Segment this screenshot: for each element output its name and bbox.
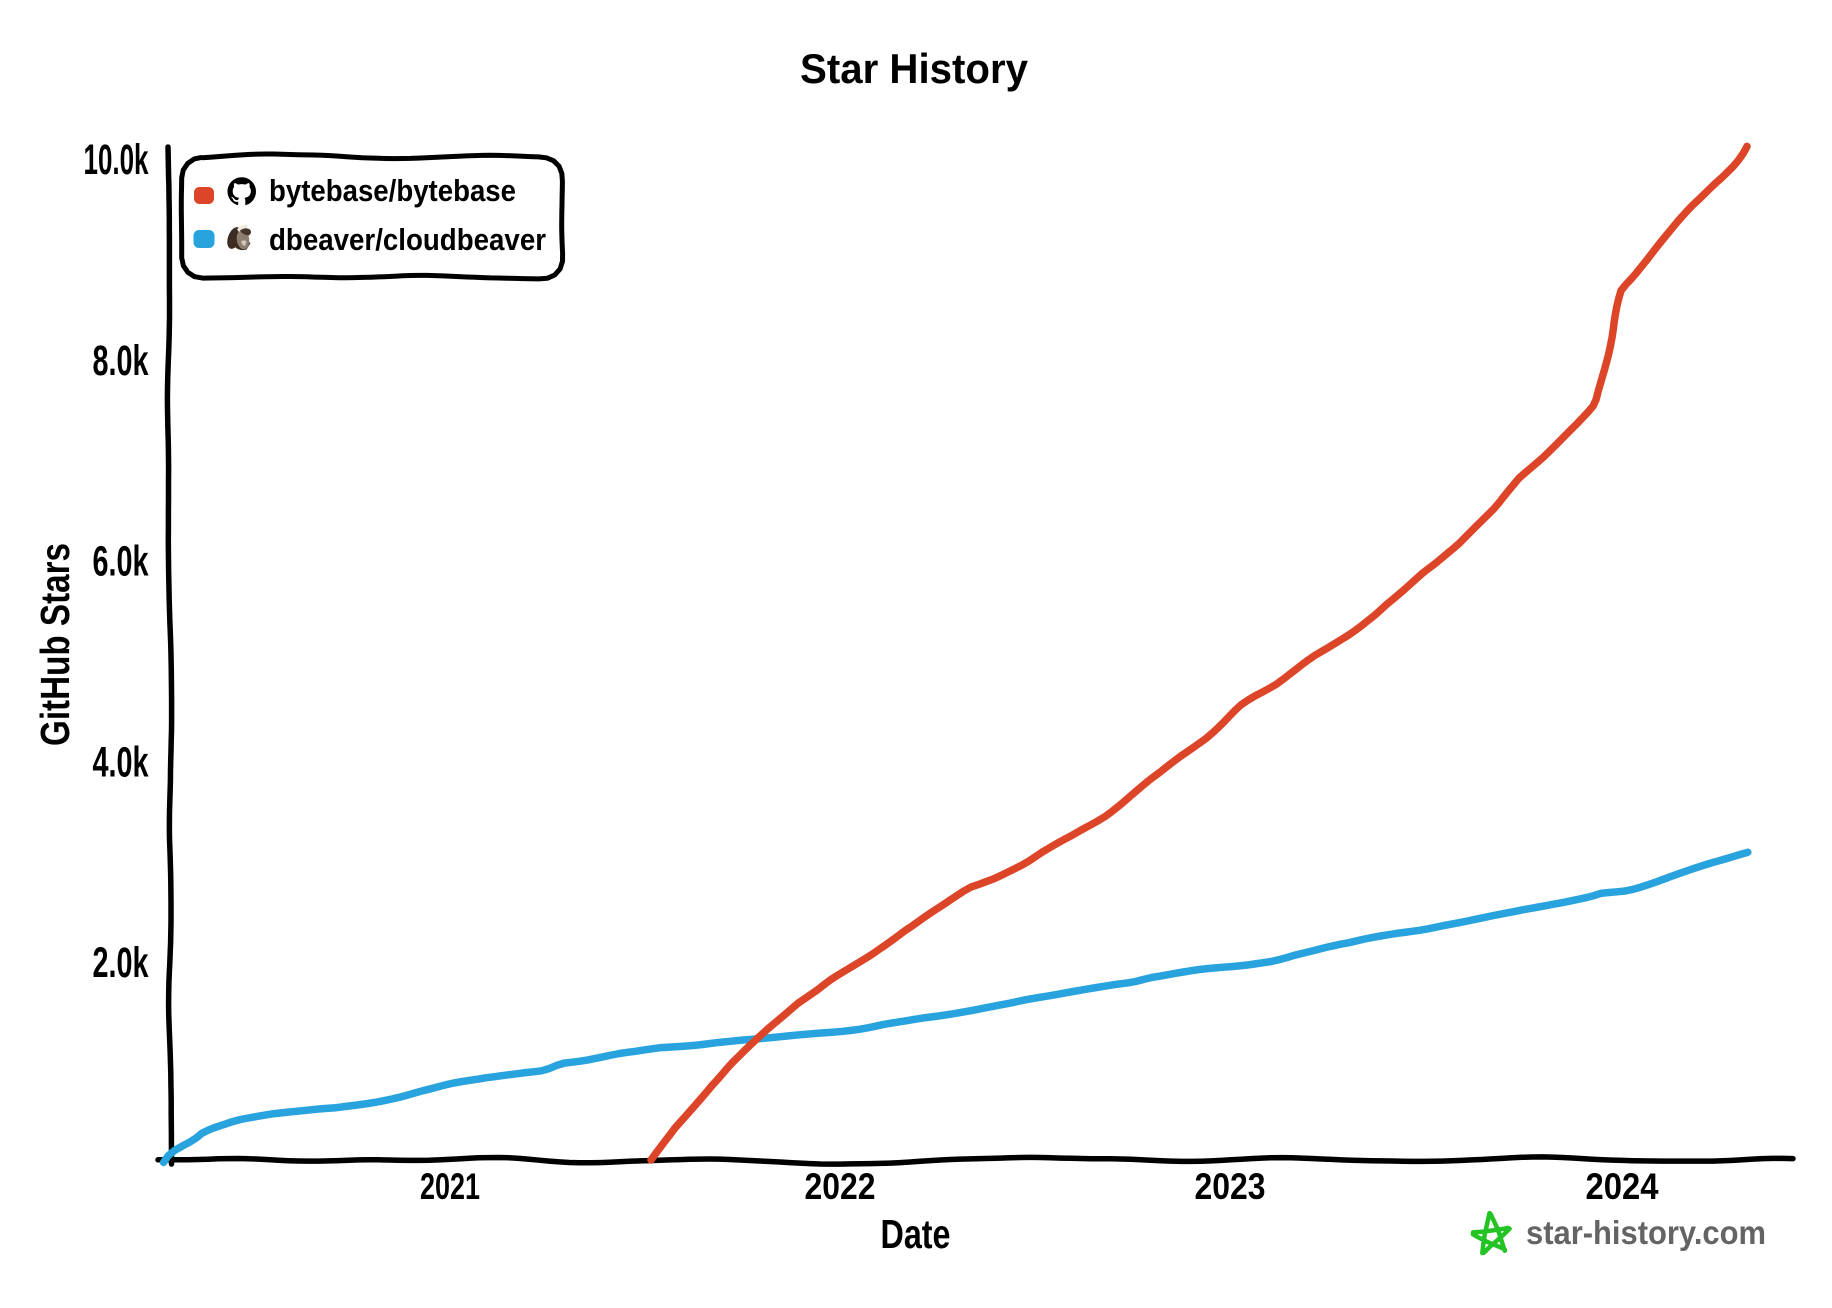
svg-text:2022: 2022	[805, 1166, 876, 1207]
svg-text:bytebase/bytebase: bytebase/bytebase	[269, 173, 516, 208]
svg-text:2021: 2021	[420, 1166, 480, 1207]
svg-text:4.0k: 4.0k	[93, 739, 149, 786]
svg-text:2024: 2024	[1586, 1166, 1659, 1207]
svg-text:dbeaver/cloudbeaver: dbeaver/cloudbeaver	[269, 222, 546, 257]
svg-text:10.0k: 10.0k	[84, 137, 149, 184]
svg-text:Star History: Star History	[800, 45, 1029, 92]
svg-text:2.0k: 2.0k	[93, 940, 149, 987]
svg-text:star-history.com: star-history.com	[1526, 1214, 1766, 1251]
svg-text:2023: 2023	[1195, 1166, 1266, 1207]
svg-text:6.0k: 6.0k	[93, 539, 149, 586]
svg-text:8.0k: 8.0k	[93, 338, 149, 385]
svg-text:GitHub Stars: GitHub Stars	[32, 543, 78, 746]
svg-text:Date: Date	[881, 1211, 951, 1257]
